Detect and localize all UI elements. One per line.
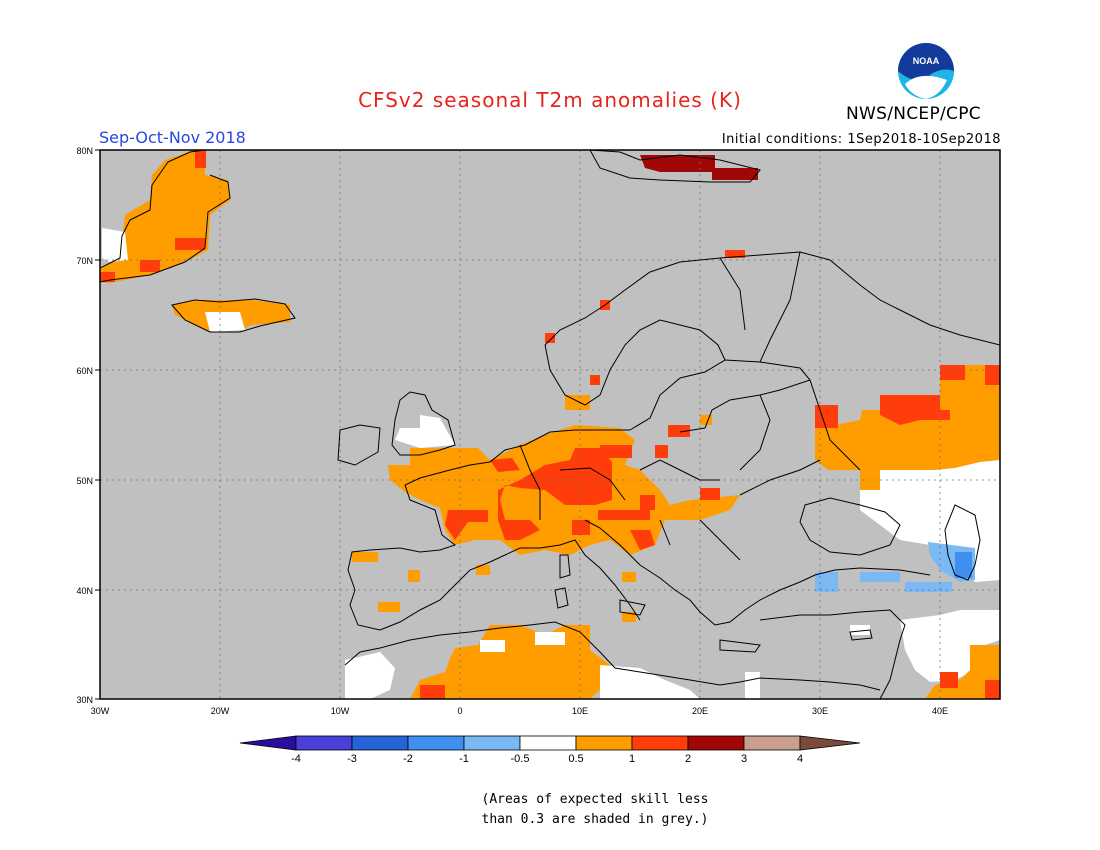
- map-frame: [99, 149, 1001, 700]
- lat-tick-label: 80N: [76, 146, 93, 156]
- anomaly-region-svalbard-darkred: [640, 155, 758, 180]
- footnote-line-2: than 0.3 are shaded in grey.): [481, 812, 709, 827]
- colorbar-label: -2: [403, 753, 413, 765]
- colorbar-label: 2: [685, 753, 691, 765]
- colorbar-segment: [631, 735, 689, 751]
- anomaly-shading: [100, 150, 1000, 699]
- colorbar-label: 4: [797, 753, 803, 765]
- initial-conditions-label: Initial conditions: 1Sep2018-10Sep2018: [721, 132, 1001, 147]
- anomaly-region-mideast-white: [850, 610, 1000, 682]
- anomaly-region-europe-red: [445, 425, 720, 550]
- colorbar-segment: [743, 735, 801, 751]
- colorbar-label: 1: [629, 753, 635, 765]
- lat-ticks: 30N 40N 50N 60N 70N 80N: [76, 146, 100, 705]
- colorbar-label: -4: [291, 753, 301, 765]
- lon-tick-label: 20W: [211, 706, 230, 716]
- colorbar: -4 -3 -2 -1 -0.5 0.5 1 2 3 4: [239, 735, 861, 765]
- anomaly-region-russia-orange: [815, 365, 1000, 490]
- lon-tick-label: 10W: [331, 706, 350, 716]
- anomaly-region-greenland-red: [100, 150, 206, 282]
- colorbar-label: 0.5: [568, 753, 583, 765]
- colorbar-segment: [295, 735, 353, 751]
- anomaly-region-africa-white: [345, 632, 760, 699]
- anomaly-region-russia-red: [815, 365, 1000, 428]
- colorbar-label: -0.5: [511, 753, 530, 765]
- chart-title: CFSv2 seasonal T2m anomalies (K): [358, 88, 742, 112]
- lat-tick-label: 40N: [76, 586, 93, 596]
- anomaly-region-mideast-red: [940, 672, 1000, 699]
- colorbar-segment: [351, 735, 409, 751]
- colorbar-segment: [463, 735, 521, 751]
- lon-ticks: 30W 20W 10W 0 10E 20E 30E 40E: [91, 706, 948, 716]
- season-label: Sep-Oct-Nov 2018: [99, 128, 246, 147]
- anomaly-region-britain-white: [395, 415, 455, 448]
- colorbar-label: -3: [347, 753, 357, 765]
- colorbar-segment: [519, 735, 577, 751]
- coastlines: [100, 150, 1000, 699]
- anomaly-region-africa-red: [420, 685, 445, 699]
- colorbar-label: -1: [459, 753, 469, 765]
- colorbar-arrow-right: [799, 735, 861, 751]
- lat-tick-label: 50N: [76, 476, 93, 486]
- lon-tick-label: 30W: [91, 706, 110, 716]
- anomaly-region-iceland-white: [205, 312, 245, 332]
- lon-tick-label: 20E: [692, 706, 708, 716]
- colorbar-segment: [687, 735, 745, 751]
- logo-text: NOAA: [913, 56, 940, 66]
- anomaly-region-caspian-deepblue: [955, 552, 972, 578]
- anomaly-region-caspian-blue: [815, 542, 975, 592]
- colorbar-segment: [407, 735, 465, 751]
- colorbar-arrow-left: [239, 735, 297, 751]
- colorbar-label: 3: [741, 753, 747, 765]
- lon-tick-label: 40E: [932, 706, 948, 716]
- noaa-logo-icon: NOAA: [896, 41, 956, 101]
- lat-tick-label: 70N: [76, 256, 93, 266]
- lon-tick-label: 10E: [572, 706, 588, 716]
- colorbar-segment: [575, 735, 633, 751]
- agency-label: NWS/NCEP/CPC: [846, 104, 981, 124]
- lon-tick-label: 30E: [812, 706, 828, 716]
- lon-tick-label: 0: [457, 706, 462, 716]
- anomaly-region-greenland-white: [102, 228, 128, 262]
- footnote-line-1: (Areas of expected skill less: [481, 792, 709, 807]
- lat-tick-label: 60N: [76, 366, 93, 376]
- lat-tick-label: 30N: [76, 695, 93, 705]
